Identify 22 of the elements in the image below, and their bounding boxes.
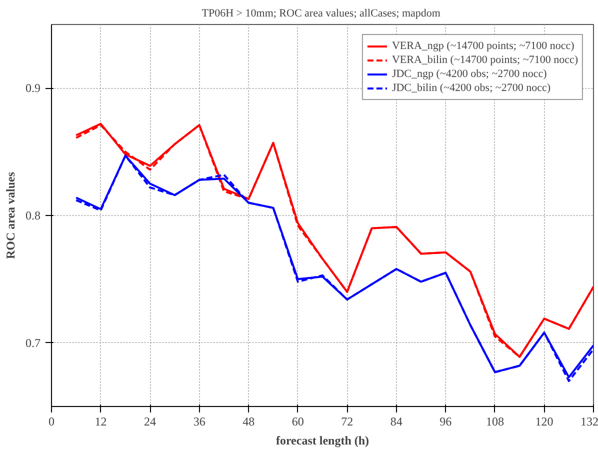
x-axis-title: forecast length (h) (276, 434, 370, 448)
legend-label: VERA_bilin (~14700 points; ~7100 nocc) (392, 53, 578, 67)
legend-label: JDC_bilin (~4200 obs; ~2700 nocc) (392, 81, 550, 95)
y-tick-label: 0.8 (26, 208, 40, 222)
x-tick-label: 72 (341, 414, 354, 428)
y-tick-label: 0.7 (26, 336, 40, 350)
legend-label: JDC_ngp (~4200 obs; ~2700 nocc) (392, 67, 547, 81)
x-tick-label: 132 (580, 414, 598, 428)
x-tick-label: 24 (144, 414, 156, 428)
chart-title: TP06H > 10mm; ROC area values; allCases; mapdom (202, 8, 441, 20)
x-tick-label: 36 (193, 414, 206, 428)
x-tick-label: 108 (486, 414, 504, 428)
x-tick-label: 12 (94, 414, 107, 428)
x-tick-label: 84 (390, 414, 402, 428)
legend-label: VERA_ngp (~14700 points; ~7100 nocc) (392, 39, 574, 53)
x-tick-label: 96 (440, 414, 452, 428)
x-tick-label: 0 (48, 414, 54, 428)
x-tick-label: 120 (535, 414, 554, 428)
y-axis-title: ROC area values (4, 172, 18, 260)
y-tick-label: 0.9 (26, 81, 40, 96)
x-tick-label: 48 (242, 414, 255, 428)
x-tick-label: 60 (292, 414, 304, 428)
